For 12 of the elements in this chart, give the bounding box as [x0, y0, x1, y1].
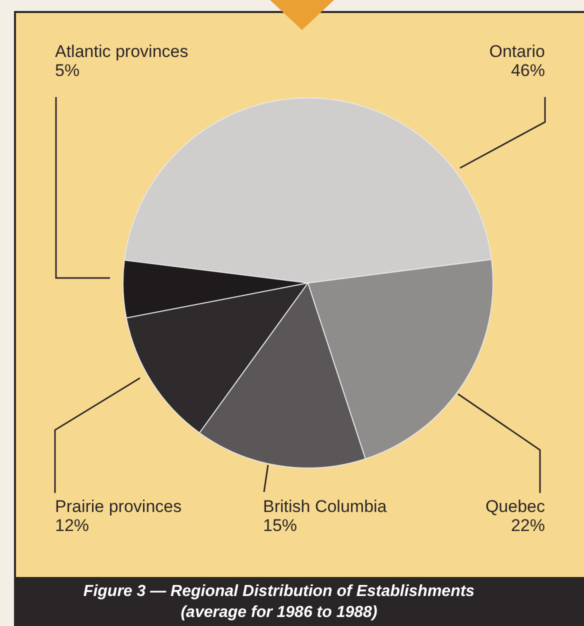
text: Figure 3 — Regional Distribution of Establishments: [82, 582, 476, 602]
slice-label: Quebec: [485, 497, 546, 516]
data-label: 22%: [510, 516, 545, 535]
data-label: 5%: [55, 61, 80, 80]
data-label: 15%: [263, 516, 298, 535]
slice-label: British Columbia: [263, 497, 388, 516]
text: (average for 1986 to 1988): [180, 603, 378, 623]
data-label: 12%: [55, 516, 90, 535]
slice-label: Ontario: [489, 42, 545, 61]
slice-label: Prairie provinces: [55, 497, 182, 516]
data-label: 46%: [510, 61, 545, 80]
slice-label: Atlantic provinces: [55, 42, 188, 61]
